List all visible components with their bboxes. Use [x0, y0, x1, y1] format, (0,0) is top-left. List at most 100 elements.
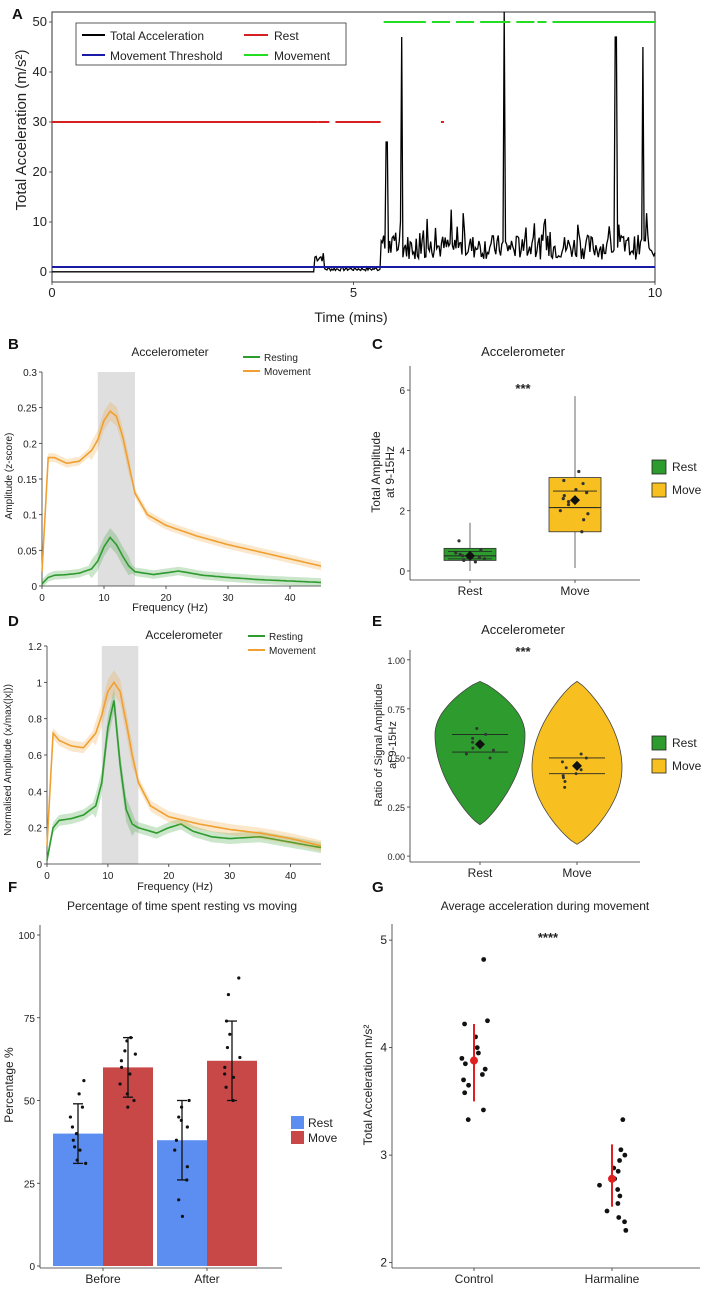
chart-f-xtick-label-0: Before	[85, 1272, 121, 1286]
chart-e-ylabel-line2: at 9-15Hz	[387, 721, 399, 769]
chart-b-xtick-label-3: 30	[222, 593, 234, 604]
chart-e-ytick-label-2: 0.50	[387, 754, 405, 764]
chart-c-point-1-12	[574, 487, 578, 492]
chart-f-point-1-1-10	[223, 1072, 227, 1076]
chart-f-point-1-0-5	[174, 1138, 179, 1142]
chart-e: 0.00 0.25 0.50 0.75 1.00 Rest Move Acceleromet…	[373, 622, 702, 880]
chart-e-point-0-3	[471, 736, 475, 740]
chart-f-point-0-0-1	[78, 1148, 82, 1152]
chart-a-xlabel: Time (mins)	[314, 309, 387, 325]
chart-e-ytick-label-0: 0.00	[387, 852, 405, 862]
chart-f-point-1-0-2	[185, 1178, 189, 1182]
chart-g-point-1-10	[615, 1201, 621, 1206]
chart-e-mean-1	[572, 760, 582, 771]
chart-g-point-0-2	[462, 1021, 467, 1027]
chart-f-ylabel: Percentage %	[2, 1047, 16, 1123]
chart-c-point-1-4	[561, 497, 565, 501]
chart-g-point-1-9	[617, 1193, 623, 1199]
chart-g-point-0-5	[476, 1050, 481, 1056]
chart-a-ytick-label-2: 20	[33, 164, 47, 179]
panel-letter-g: G	[372, 879, 384, 896]
chart-c-point-1-10	[562, 494, 566, 498]
legend-label-move-c: Move	[672, 483, 702, 497]
chart-c-point-1-9	[566, 500, 571, 504]
chart-b-ytick-label-6: 0.3	[23, 368, 37, 379]
chart-g-point-1-14	[623, 1227, 629, 1233]
chart-e-title: Accelerometer	[481, 622, 565, 637]
chart-f-point-1-1-0	[231, 1098, 235, 1103]
chart-e-xtick-label-1: Move	[562, 866, 592, 880]
chart-c-point-0-7	[462, 558, 466, 563]
panel-letter-a: A	[12, 6, 23, 23]
chart-a-xtick-label-2: 10	[648, 285, 662, 300]
chart-d-series-movement	[46, 680, 322, 847]
chart-g-point-0-14	[465, 1117, 471, 1123]
chart-e-point-0-7	[491, 748, 495, 752]
chart-e-point-0-8	[488, 756, 492, 760]
legend-label-move-f: Move	[308, 1131, 338, 1145]
chart-c-point-1-0	[580, 530, 584, 534]
chart-b-ytick-label-2: 0.1	[23, 511, 37, 522]
chart-f-point-0-0-5	[68, 1115, 73, 1119]
chart-b-xtick-label-4: 40	[284, 593, 296, 604]
chart-f-point-1-1-6	[228, 1032, 232, 1036]
chart-f-title: Percentage of time spent resting vs movi…	[67, 899, 297, 913]
legend-label-rest-f: Rest	[308, 1116, 333, 1130]
chart-f-point-0-0-2	[71, 1138, 75, 1142]
chart-g-point-0-13	[481, 1107, 486, 1113]
chart-f-point-0-1-0	[126, 1105, 130, 1109]
chart-g-point-1-3	[617, 1158, 622, 1163]
chart-c-mean-0	[465, 550, 475, 561]
chart-c-point-1-11	[586, 512, 590, 516]
chart-f-point-0-0-0	[75, 1158, 79, 1162]
chart-f-point-0-0-6	[80, 1105, 85, 1109]
chart-g-point-1-7	[597, 1182, 602, 1188]
chart-a-ytick-label-1: 10	[33, 214, 47, 229]
chart-b-ytick-label-0: 0	[31, 582, 37, 593]
chart-g-ytick-label-1: 3	[380, 1148, 387, 1162]
chart-d-ytick-label-5: 1	[36, 678, 42, 689]
legend-swatch-move-e	[651, 758, 667, 774]
chart-f-point-1-1-5	[225, 1045, 230, 1050]
chart-g-point-0-0	[481, 957, 487, 962]
chart-f-legend: Rest Move	[291, 1116, 338, 1145]
chart-g-ylabel: Total Acceleration m/s²	[361, 1025, 375, 1146]
chart-e-point-1-4	[579, 768, 583, 772]
chart-c-point-1-6	[581, 481, 585, 486]
chart-d-xlabel: Frequency (Hz)	[137, 881, 213, 893]
chart-d: 0 0.2 0.4 0.6 0.8 1 1.2 0 10 20 30 40 Accelerometer…	[3, 628, 322, 893]
legend-label-movement-d: Movement	[269, 646, 316, 657]
chart-c-point-0-5	[477, 555, 481, 559]
chart-e-ytick-label-4: 1.00	[387, 656, 405, 666]
chart-f-point-0-1-6	[123, 1049, 127, 1053]
chart-c-point-1-5	[585, 490, 589, 495]
chart-g-title: Average acceleration during movement	[441, 899, 650, 913]
chart-e-point-1-0	[563, 785, 567, 789]
chart-f-point-0-0-9	[84, 1161, 88, 1165]
chart-d-ytick-label-2: 0.4	[28, 787, 42, 798]
chart-f-point-1-0-0	[180, 1214, 185, 1218]
chart-c-point-0-0	[473, 560, 477, 564]
chart-a-xtick-label-0: 0	[48, 285, 55, 300]
chart-f-point-0-0-7	[77, 1092, 81, 1096]
chart-g-point-0-7	[462, 1061, 468, 1067]
chart-g-point-0-1	[485, 1018, 490, 1024]
chart-d-legend: Resting Movement	[248, 632, 316, 657]
legend-swatch-rest-e	[651, 735, 667, 751]
chart-c-ytick-label-0: 0	[399, 567, 405, 578]
chart-e-point-1-6	[560, 760, 564, 764]
chart-g-point-1-1	[618, 1147, 624, 1153]
chart-c-point-0-6	[457, 539, 461, 543]
chart-f-point-1-1-4	[238, 1055, 242, 1060]
chart-d-ytick-label-0: 0	[36, 860, 42, 871]
chart-b-ytick-label-1: 0.05	[18, 546, 38, 557]
chart-b-xtick-label-2: 20	[160, 593, 172, 604]
chart-c-point-1-3	[566, 503, 571, 507]
chart-b-legend: Resting Movement	[243, 353, 311, 378]
legend-swatch-move-c	[651, 482, 667, 498]
chart-a-ytick-label-4: 40	[33, 64, 47, 79]
chart-d-xtick-label-1: 10	[102, 871, 114, 882]
panel-letter-c: C	[372, 336, 383, 353]
chart-e-violin-0	[434, 680, 526, 826]
legend-swatch-rest-f	[291, 1116, 304, 1129]
